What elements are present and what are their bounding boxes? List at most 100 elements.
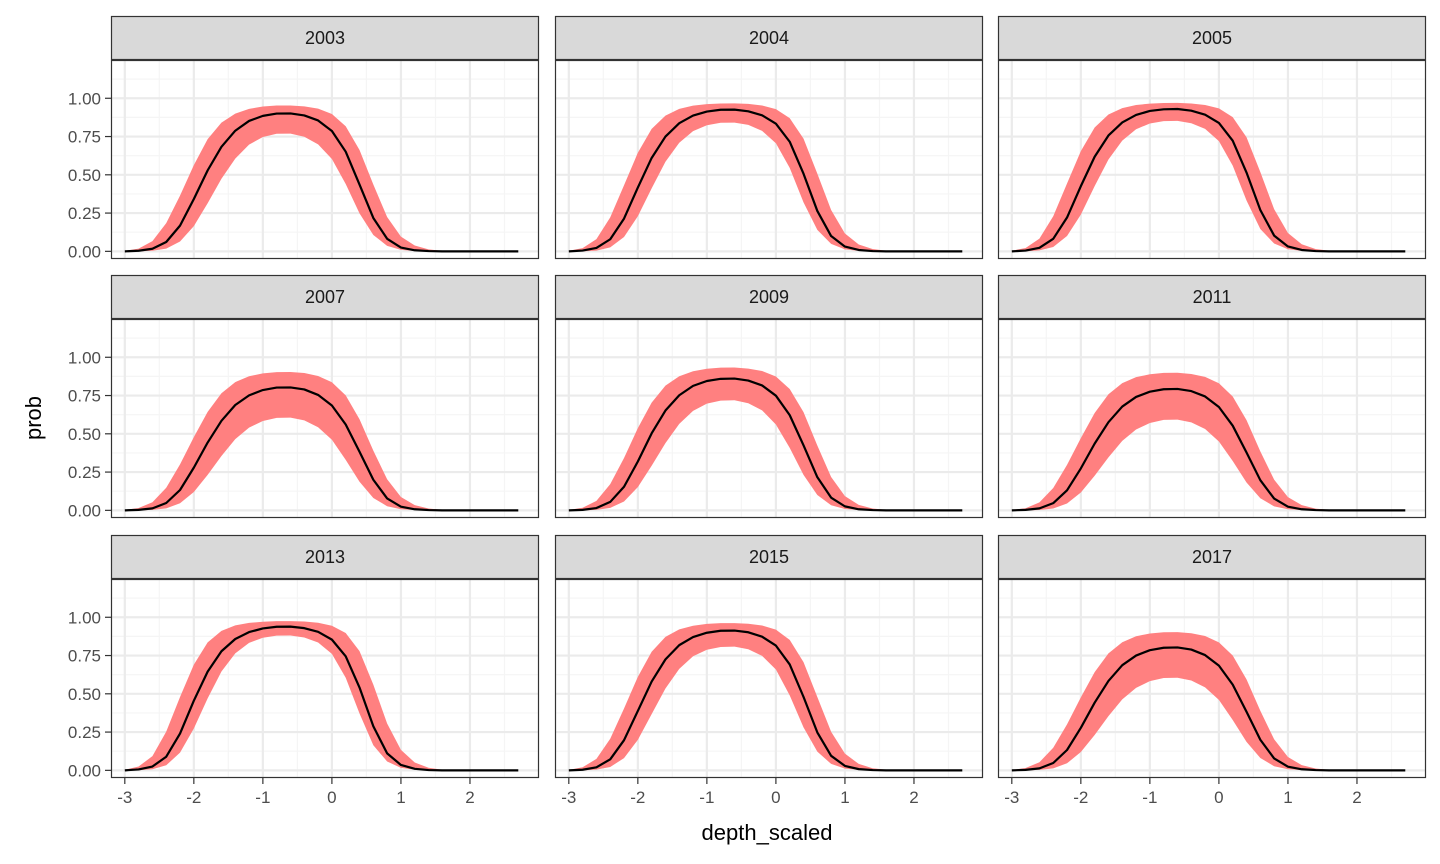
x-tick-label: 2 — [465, 788, 474, 807]
y-axis-row-1: 0.00 0.25 0.50 0.75 1.00 — [68, 89, 111, 261]
y-axes: 0.00 0.25 0.50 0.75 1.00 0.00 0.25 0.50 0.75 1.00… — [68, 89, 111, 780]
y-tick-label: 1.00 — [68, 89, 101, 108]
y-tick-label: 0.00 — [68, 501, 101, 520]
x-tick-label: 1 — [396, 788, 405, 807]
strip-background — [997, 15, 1427, 61]
major-gridlines — [555, 579, 983, 778]
probability-line-2004 — [568, 108, 963, 253]
confidence-ribbon-2003 — [124, 105, 519, 252]
x-tick-label: 2 — [909, 788, 918, 807]
facet-panels: 2003 2004 2005 2007 2009 2011 2013 2015 2017 — [110, 15, 1427, 779]
strip-background — [110, 534, 540, 580]
y-axis-row-3: 0.00 0.25 0.50 0.75 1.00 — [68, 608, 111, 780]
strip-background — [110, 274, 540, 320]
panel-border — [110, 318, 540, 519]
facet-panel-2017: 2017 — [997, 534, 1427, 779]
y-tick-label: 0.50 — [68, 685, 101, 704]
strip-label: 2017 — [1192, 547, 1232, 567]
y-tick-label: 0.75 — [68, 128, 101, 147]
y-tick-label: 1.00 — [68, 348, 101, 367]
strip-background — [554, 15, 984, 61]
strip-background — [554, 274, 984, 320]
strip-background — [110, 15, 540, 61]
x-tick-label: -2 — [186, 788, 201, 807]
strip-label: 2013 — [305, 547, 345, 567]
y-tick-label: 0.25 — [68, 204, 101, 223]
y-tick-label: 0.50 — [68, 166, 101, 185]
confidence-ribbon-2013 — [124, 621, 519, 771]
strip-label: 2005 — [1192, 28, 1232, 48]
panel-border — [110, 578, 540, 779]
facet-strip-2011: 2011 — [997, 274, 1427, 320]
x-tick-label: -3 — [117, 788, 132, 807]
strip-label: 2004 — [749, 28, 789, 48]
y-tick-label: 0.00 — [68, 761, 101, 780]
x-tick-label: 1 — [840, 788, 849, 807]
facet-strip-2015: 2015 — [554, 534, 984, 580]
facet-strip-2013: 2013 — [110, 534, 540, 580]
probability-line-2005 — [1011, 107, 1406, 253]
probability-line-2007 — [124, 386, 519, 512]
facet-strip-2009: 2009 — [554, 274, 984, 320]
strip-background — [997, 274, 1427, 320]
confidence-ribbon-2011 — [1011, 372, 1406, 511]
panel-border — [110, 59, 540, 260]
facet-panel-2004: 2004 — [554, 15, 984, 260]
x-tick-label: -3 — [1004, 788, 1019, 807]
strip-label: 2003 — [305, 28, 345, 48]
facet-panel-2003: 2003 — [110, 15, 540, 260]
major-gridlines — [111, 60, 539, 259]
y-axis-title: prob — [21, 396, 46, 440]
facet-strip-2007: 2007 — [110, 274, 540, 320]
x-tick-label: -1 — [699, 788, 714, 807]
x-tick-label: 0 — [327, 788, 336, 807]
x-tick-label: 0 — [1214, 788, 1223, 807]
confidence-ribbon-2004 — [568, 103, 963, 252]
facet-panel-2009: 2009 — [554, 274, 984, 519]
y-tick-label: 0.75 — [68, 387, 101, 406]
probability-line-2013 — [124, 625, 519, 772]
major-gridlines — [998, 60, 1426, 259]
x-tick-label: 0 — [771, 788, 780, 807]
strip-label: 2007 — [305, 287, 345, 307]
facet-strip-2005: 2005 — [997, 15, 1427, 61]
facet-strip-2004: 2004 — [554, 15, 984, 61]
x-tick-label: -3 — [561, 788, 576, 807]
x-tick-label: -2 — [1073, 788, 1088, 807]
confidence-ribbon-2007 — [124, 371, 519, 511]
confidence-ribbon-2009 — [568, 367, 963, 511]
confidence-ribbon-2017 — [1011, 632, 1406, 771]
panel-border — [997, 318, 1427, 519]
panel-border — [997, 59, 1427, 260]
strip-label: 2015 — [749, 547, 789, 567]
confidence-ribbon-2015 — [568, 623, 963, 771]
x-axis-col-1: -3 -2 -1 0 1 2 — [117, 778, 475, 807]
facet-strip-2017: 2017 — [997, 534, 1427, 580]
x-axis-col-3: -3 -2 -1 0 1 2 — [1004, 778, 1362, 807]
facet-panel-2015: 2015 — [554, 534, 984, 779]
probability-line-2015 — [568, 629, 963, 772]
facet-panel-2005: 2005 — [997, 15, 1427, 260]
panel-border — [554, 578, 984, 779]
probability-line-2017 — [1011, 646, 1406, 772]
y-tick-label: 1.00 — [68, 608, 101, 627]
facet-panel-2013: 2013 — [110, 534, 540, 779]
probability-line-2003 — [124, 112, 519, 253]
probability-line-2011 — [1011, 387, 1406, 512]
x-tick-label: -1 — [1142, 788, 1157, 807]
panel-border — [554, 59, 984, 260]
x-tick-label: 2 — [1352, 788, 1361, 807]
y-tick-label: 0.00 — [68, 242, 101, 261]
facet-panel-2007: 2007 — [110, 274, 540, 519]
y-tick-label: 0.50 — [68, 425, 101, 444]
strip-background — [997, 534, 1427, 580]
probability-line-2009 — [568, 377, 963, 512]
x-tick-label: 1 — [1283, 788, 1292, 807]
confidence-ribbon-2005 — [1011, 102, 1406, 252]
panel-border — [997, 578, 1427, 779]
x-tick-label: -2 — [630, 788, 645, 807]
x-tick-label: -1 — [255, 788, 270, 807]
strip-background — [554, 534, 984, 580]
y-tick-label: 0.75 — [68, 647, 101, 666]
